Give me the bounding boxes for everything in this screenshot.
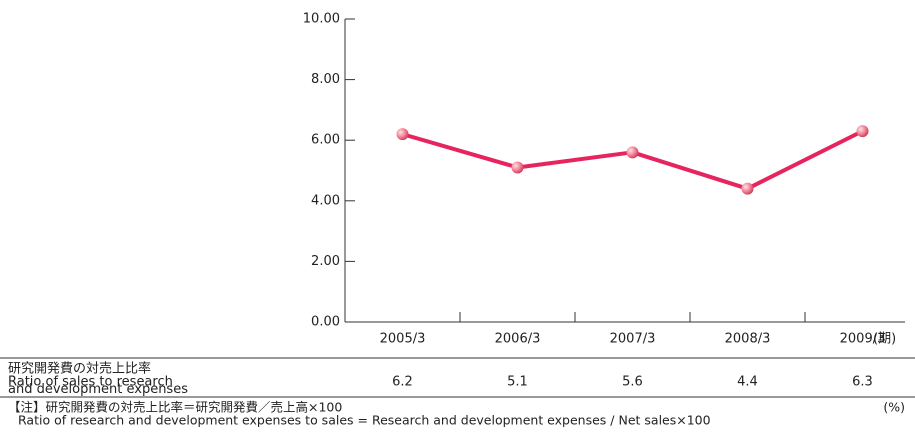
- table-value: 5.1: [507, 375, 528, 390]
- table-value: 6.2: [392, 375, 413, 390]
- note: 【注】研究開発費の対売上比率＝研究開発費／売上高×100: [8, 400, 342, 415]
- point: [396, 128, 409, 141]
- note-en: Ratio of research and development expens…: [18, 413, 711, 428]
- y-tick-label: 2.00: [311, 254, 340, 269]
- y-tick-label: 0.00: [311, 315, 340, 330]
- point: [856, 125, 869, 138]
- table-value: 5.6: [622, 375, 643, 390]
- table-value: 6.3: [852, 375, 873, 390]
- period-label: (期): [873, 332, 896, 347]
- table-label: and development expenses: [8, 382, 188, 397]
- x-tick-label: 2008/3: [725, 332, 771, 347]
- x-tick-label: 2007/3: [610, 332, 656, 347]
- point: [741, 182, 754, 195]
- point: [626, 146, 639, 159]
- y-tick-label: 10.00: [303, 12, 340, 27]
- unit: (%): [883, 400, 905, 415]
- y-tick-label: 6.00: [311, 133, 340, 148]
- y-tick-label: 8.00: [311, 72, 340, 87]
- table-value: 4.4: [737, 375, 758, 390]
- x-tick-label: 2006/3: [495, 332, 541, 347]
- point: [511, 161, 524, 174]
- y-tick-label: 4.00: [311, 193, 340, 208]
- table-label: 研究開発費の対売上比率: [8, 361, 151, 377]
- x-tick-label: 2009/3: [840, 332, 886, 347]
- x-tick-label: 2005/3: [380, 332, 426, 347]
- series-line: [401, 129, 864, 191]
- table-label: Ratio of sales to research: [8, 375, 173, 390]
